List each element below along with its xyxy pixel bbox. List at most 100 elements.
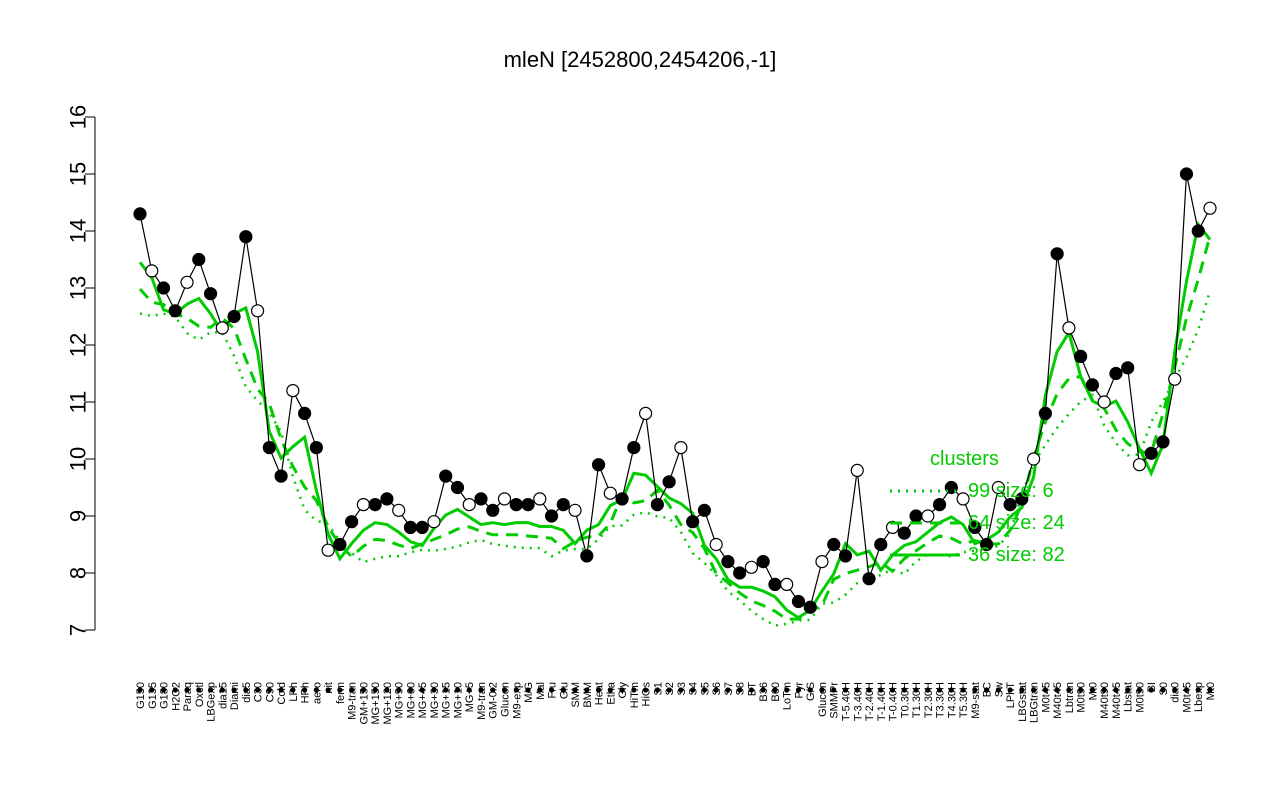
x-rug-mark <box>666 687 672 693</box>
data-point <box>1109 366 1123 381</box>
x-tick-label: S6 <box>711 682 723 695</box>
x-rug-mark <box>466 687 472 693</box>
data-point <box>791 594 806 609</box>
data-point <box>298 406 312 420</box>
data-point <box>639 406 653 420</box>
x-rug-mark <box>219 687 225 693</box>
x-tick-label: SMM <box>570 682 582 708</box>
y-tick-label: 14 <box>66 219 91 243</box>
x-rug-mark <box>983 687 990 693</box>
x-rug-mark <box>1183 687 1190 693</box>
x-rug-mark <box>1078 687 1084 693</box>
x-rug-mark <box>137 687 143 693</box>
data-point <box>956 492 970 506</box>
x-rug-mark <box>1148 687 1154 693</box>
data-point <box>650 498 664 512</box>
data-point <box>591 458 606 472</box>
x-tick-label: MG+150 <box>370 682 382 725</box>
data-point <box>568 503 582 517</box>
x-tick-label: M/G <box>523 682 535 703</box>
x-tick-label: LBGtran <box>1029 682 1041 723</box>
x-rug-mark <box>184 687 190 693</box>
data-point <box>368 498 382 512</box>
x-tick-label: LoTm <box>782 682 794 710</box>
y-tick-label: 11 <box>66 391 91 414</box>
x-tick-label: C30 <box>253 682 265 702</box>
data-point <box>921 509 935 523</box>
data-point <box>827 537 841 552</box>
data-point <box>674 441 688 455</box>
data-point <box>909 509 923 523</box>
x-rug-mark <box>1101 687 1107 693</box>
x-rug-mark <box>337 687 343 693</box>
x-tick-label: M0t90 <box>1076 682 1088 713</box>
x-tick-label: BMM <box>582 682 594 708</box>
x-rug-mark <box>490 687 496 693</box>
x-rug-mark <box>607 687 613 693</box>
x-tick-label: T-5.40H <box>840 682 852 721</box>
data-point <box>380 492 394 506</box>
x-tick-label: Glucon <box>817 682 829 717</box>
x-tick-label: M40t90 <box>1099 682 1111 719</box>
x-rug-mark <box>384 687 390 693</box>
expression-series <box>139 173 1211 609</box>
y-tick-label: 13 <box>66 276 91 300</box>
data-point <box>356 498 371 512</box>
x-tick-label: Gly <box>617 682 629 699</box>
x-rug-mark <box>948 687 954 693</box>
x-tick-label: dia0 <box>1170 682 1182 703</box>
data-point <box>1191 224 1205 238</box>
data-point <box>603 486 617 500</box>
x-tick-label: Diami <box>229 682 241 710</box>
x-rug-mark <box>501 687 508 693</box>
x-rug-mark <box>443 687 449 693</box>
x-tick-label: GM+150 <box>358 682 370 725</box>
x-rug-mark <box>866 687 872 693</box>
x-rug-mark <box>725 687 731 693</box>
x-rug-mark <box>784 687 790 693</box>
x-rug-mark <box>713 687 719 693</box>
data-point <box>1027 452 1041 466</box>
legend-entry: 64 size: 24 <box>968 512 1065 534</box>
data-point <box>932 498 947 512</box>
x-rug-mark <box>1042 687 1048 693</box>
x-rug-mark <box>325 687 331 693</box>
data-point <box>1144 446 1158 460</box>
x-tick-label: Fru <box>547 682 559 699</box>
data-point <box>768 577 782 592</box>
x-tick-label: dia15 <box>217 682 229 709</box>
x-tick-label: nit <box>323 682 335 694</box>
x-tick-label: T0.30H <box>899 682 911 718</box>
data-point <box>156 281 171 295</box>
x-rug-mark <box>1054 687 1060 693</box>
x-rug-mark <box>1019 687 1025 693</box>
x-axis: G150 G135 G180 H2O2 Paraq Oxctl LBGexp dia15 Dia… <box>135 681 1217 724</box>
data-point <box>580 549 594 563</box>
data-point <box>333 537 347 552</box>
x-tick-label: LPh <box>288 682 300 702</box>
data-point <box>497 492 512 506</box>
x-rug-mark <box>231 687 237 693</box>
legend-title: clusters <box>930 448 999 470</box>
x-tick-label: BT <box>746 682 758 696</box>
x-tick-label: SMMPr <box>829 682 841 719</box>
x-rug-mark <box>831 687 837 693</box>
x-tick-label: S5 <box>699 682 711 695</box>
data-point <box>815 554 829 569</box>
data-point <box>533 492 547 506</box>
x-tick-label: HiTm <box>629 682 641 708</box>
data-point <box>1050 247 1064 261</box>
x-tick-label: B60 <box>770 682 782 702</box>
data-point <box>192 252 206 267</box>
x-tick-label: T2.30H <box>923 682 935 718</box>
data-point <box>133 207 147 221</box>
x-tick-label: LBGstat <box>1017 682 1029 722</box>
data-point <box>1156 435 1170 449</box>
data-point <box>627 441 641 455</box>
x-tick-label: HPh <box>300 682 312 703</box>
data-point <box>415 520 429 535</box>
data-point <box>239 230 253 244</box>
data-point <box>803 600 817 614</box>
x-tick-label: T-2.40H <box>864 682 876 721</box>
